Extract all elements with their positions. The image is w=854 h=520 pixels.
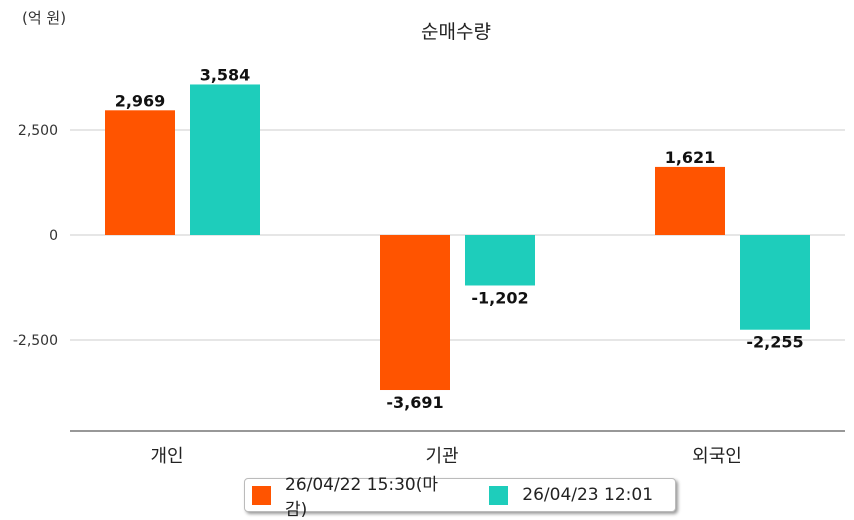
- legend-label: 26/04/22 15:30(마감): [285, 475, 439, 520]
- legend-item-1[interactable]: 26/04/23 12:01: [482, 485, 653, 505]
- y-axis-unit: (억 원): [22, 9, 66, 27]
- y-tick-label: -2,500: [13, 333, 58, 349]
- bar: [655, 166, 725, 235]
- bar: [190, 84, 260, 235]
- bar: [105, 110, 175, 235]
- legend-item-0[interactable]: 26/04/22 15:30(마감): [245, 470, 460, 520]
- y-tick-label: 0: [49, 228, 58, 244]
- chart-title: 순매수량: [421, 21, 491, 43]
- legend-label: 26/04/23 12:01: [522, 485, 654, 505]
- x-tick-label: 개인: [150, 446, 183, 467]
- bar: [380, 235, 450, 391]
- data-label: 2,969: [115, 91, 166, 110]
- legend: 26/04/22 15:30(마감) 26/04/23 12:01: [244, 475, 676, 520]
- data-label: -3,691: [386, 393, 443, 412]
- legend-swatch: [252, 485, 271, 505]
- data-label: 3,584: [200, 65, 251, 84]
- data-label: 1,621: [665, 148, 716, 167]
- x-tick-label: 기관: [425, 446, 458, 467]
- bar: [740, 235, 810, 330]
- data-label: -2,255: [746, 333, 803, 352]
- x-tick-label: 외국인: [692, 446, 742, 467]
- legend-swatch: [489, 485, 509, 505]
- y-tick-label: 2,500: [18, 123, 58, 139]
- bar: [465, 235, 535, 286]
- data-label: -1,202: [471, 288, 528, 307]
